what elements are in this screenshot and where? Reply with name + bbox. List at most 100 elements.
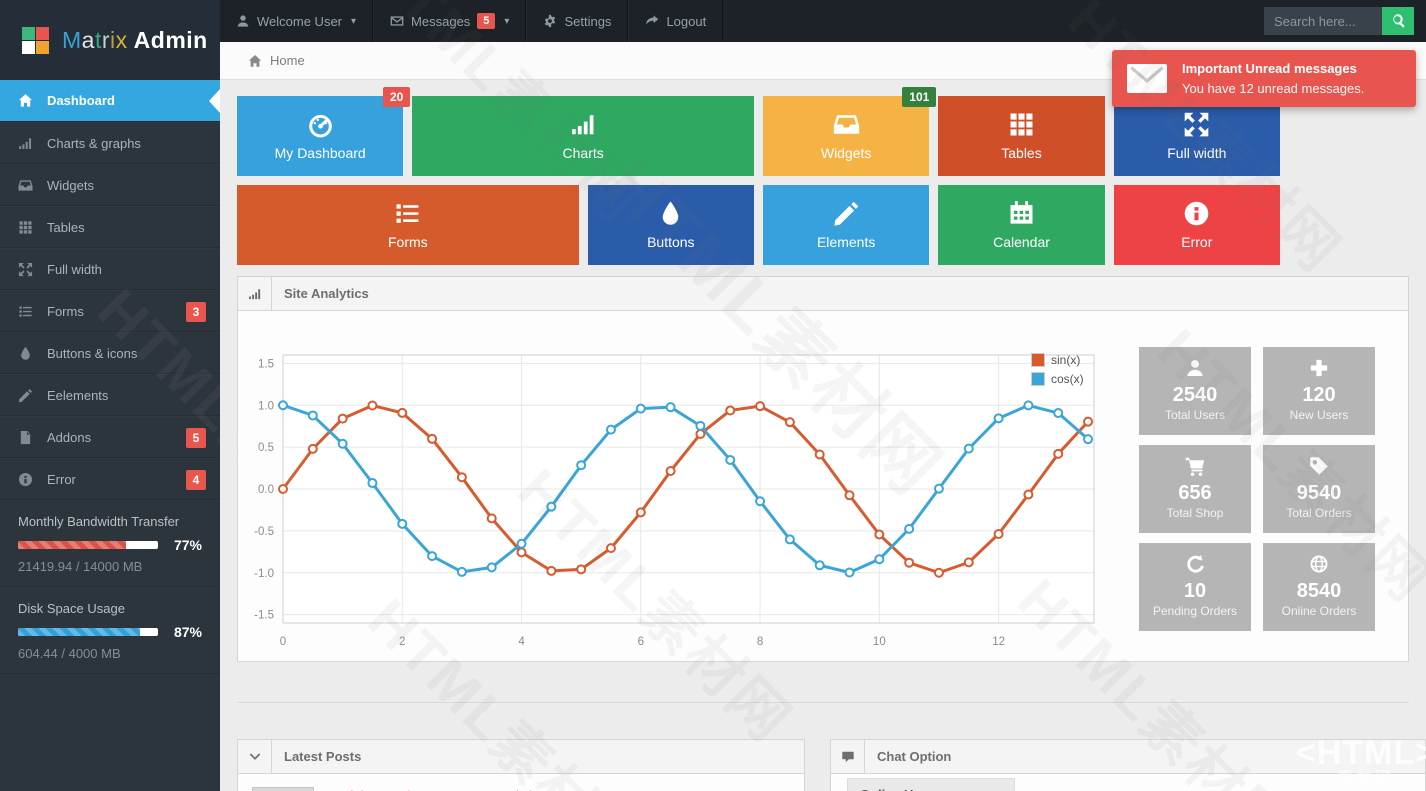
chart-bars-icon (570, 111, 597, 138)
disk-progress-fill (18, 628, 140, 636)
svg-text:-1.5: -1.5 (254, 610, 274, 622)
user-icon (1185, 358, 1205, 378)
disk-percent: 87% (173, 624, 202, 640)
list-icon (18, 304, 33, 319)
globe-icon (1309, 554, 1329, 574)
site-analytics-panel: Site Analytics -1.5 -1.0 -0.5 0.0 0.5 1.0 1.5 0… (237, 276, 1409, 662)
unread-messages-toast[interactable]: Important Unread messages You have 12 un… (1112, 50, 1416, 107)
logo-square (22, 40, 35, 54)
post-meta: By: john Deo / Date: 3 Apr 2013 / Time: … (328, 787, 612, 791)
grid-icon (1008, 111, 1035, 138)
tile-tables[interactable]: Tables (938, 96, 1105, 176)
svg-text:-0.5: -0.5 (254, 526, 274, 538)
tile-elements[interactable]: Elements (762, 185, 930, 265)
stat-total-users[interactable]: 2540 Total Users (1139, 347, 1251, 435)
tile-my-dashboard[interactable]: 20 My Dashboard (237, 87, 411, 176)
disk-progress-block: Disk Space Usage 87% 604.44 / 4000 MB (0, 587, 220, 674)
sidebar-item-dashboard[interactable]: Dashboard (0, 80, 220, 122)
search-button[interactable] (1382, 7, 1414, 35)
sidebar-item-widgets[interactable]: Widgets (0, 164, 220, 206)
svg-text:10: 10 (873, 636, 886, 648)
tile-widgets[interactable]: 101 Widgets (762, 87, 937, 176)
sidebar-item-forms[interactable]: Forms 3 (0, 290, 220, 332)
svg-text:1.0: 1.0 (258, 400, 274, 412)
toast-title: Important Unread messages (1182, 61, 1357, 76)
svg-text:0.5: 0.5 (258, 442, 274, 454)
chat-option-panel: Chat Option Online Users (830, 739, 1426, 791)
stat-online-orders[interactable]: 8540 Online Orders (1263, 543, 1375, 631)
latest-posts-header: Latest Posts (238, 740, 804, 774)
site-analytics-header: Site Analytics (238, 277, 1408, 311)
chart-bars-icon (18, 136, 33, 151)
chart-canvas: -1.5 -1.0 -0.5 0.0 0.5 1.0 1.5 0 2 4 6 8 10 12 (254, 354, 1095, 648)
svg-text:-1.0: -1.0 (254, 568, 274, 580)
nav-logout[interactable]: Logout (628, 0, 724, 42)
disk-progress-bar (18, 628, 158, 636)
tile-calendar[interactable]: Calendar (938, 185, 1105, 265)
bottom-panels: Latest Posts By: john Deo / Date: 3 Apr … (237, 739, 1426, 791)
main-content: 20 My Dashboard Charts 101 Widgets Table… (220, 80, 1426, 791)
legend-label: cos(x) (1051, 372, 1084, 386)
logout-arrow-icon (645, 14, 659, 28)
chart-bars-icon (238, 277, 272, 310)
tile-charts[interactable]: Charts (412, 96, 754, 176)
stat-pending-orders[interactable]: 10 Pending Orders (1139, 543, 1251, 631)
calendar-icon (1008, 200, 1035, 227)
sidebar-item-charts-graphs[interactable]: Charts & graphs (0, 122, 220, 164)
sidebar-item-tables[interactable]: Tables (0, 206, 220, 248)
active-item-arrow (209, 89, 220, 113)
legend-swatch (1031, 372, 1045, 386)
bandwidth-progress-fill (18, 541, 126, 549)
chevron-down-icon: ▾ (504, 15, 510, 27)
nav-settings[interactable]: Settings (526, 0, 629, 42)
breadcrumb-home-label: Home (270, 53, 305, 68)
tag-icon (1309, 456, 1329, 476)
svg-text:12: 12 (992, 636, 1005, 648)
nav-messages[interactable]: Messages 5 ▾ (373, 0, 527, 42)
info-circle-icon (18, 472, 33, 487)
quick-action-tiles: 20 My Dashboard Charts 101 Widgets Table… (237, 87, 1280, 265)
sidebar-item-eelements[interactable]: Eelements (0, 374, 220, 416)
chart-legend: sin(x) cos(x) (1031, 353, 1084, 391)
stat-total-shop[interactable]: 656 Total Shop (1139, 445, 1251, 533)
addons-count-badge: 5 (186, 428, 206, 448)
sidebar-item-addons[interactable]: Addons 5 (0, 416, 220, 458)
droplet-icon (657, 200, 684, 227)
sidebar: Dashboard Charts & graphs Widgets Tables… (0, 80, 220, 791)
chat-body: Online Users (831, 774, 1425, 791)
home-icon (18, 93, 33, 108)
sidebar-item-error[interactable]: Error 4 (0, 458, 220, 500)
tile-badge: 20 (382, 87, 411, 107)
breadcrumb[interactable]: Home (248, 53, 305, 68)
expand-arrows-icon (1183, 111, 1210, 138)
chevron-down-icon[interactable] (238, 740, 272, 773)
post-list-item[interactable]: By: john Deo / Date: 3 Apr 2013 / Time: … (238, 774, 804, 791)
nav-logout-label: Logout (666, 13, 707, 29)
list-icon (394, 200, 421, 227)
tile-buttons[interactable]: Buttons (587, 185, 754, 265)
logo-squares-icon (22, 26, 49, 54)
expand-arrows-icon (18, 262, 33, 277)
tile-full-width[interactable]: Full width (1113, 96, 1280, 176)
stat-new-users[interactable]: 120 New Users (1263, 347, 1375, 435)
legend-swatch (1031, 353, 1045, 367)
tile-error[interactable]: Error (1113, 185, 1280, 265)
stat-total-orders[interactable]: 9540 Total Orders (1263, 445, 1375, 533)
nav-welcome-user[interactable]: Welcome User ▾ (220, 0, 374, 42)
search-input[interactable] (1264, 7, 1382, 35)
chevron-down-icon: ▾ (351, 15, 357, 27)
tab-online-users[interactable]: Online Users (847, 778, 1015, 791)
logo-square (36, 40, 49, 54)
brand-logo[interactable]: Matrix Admin (0, 0, 220, 80)
chat-option-title: Chat Option (877, 749, 952, 764)
svg-text:0.0: 0.0 (258, 484, 274, 496)
sidebar-item-full-width[interactable]: Full width (0, 248, 220, 290)
sidebar-item-buttons-icons[interactable]: Buttons & icons (0, 332, 220, 374)
section-divider (237, 702, 1409, 703)
bandwidth-progress-bar (18, 541, 158, 549)
error-count-badge: 4 (186, 470, 206, 490)
chat-option-header: Chat Option (831, 740, 1425, 774)
tile-forms[interactable]: Forms (237, 185, 579, 265)
disk-detail: 604.44 / 4000 MB (18, 646, 121, 661)
